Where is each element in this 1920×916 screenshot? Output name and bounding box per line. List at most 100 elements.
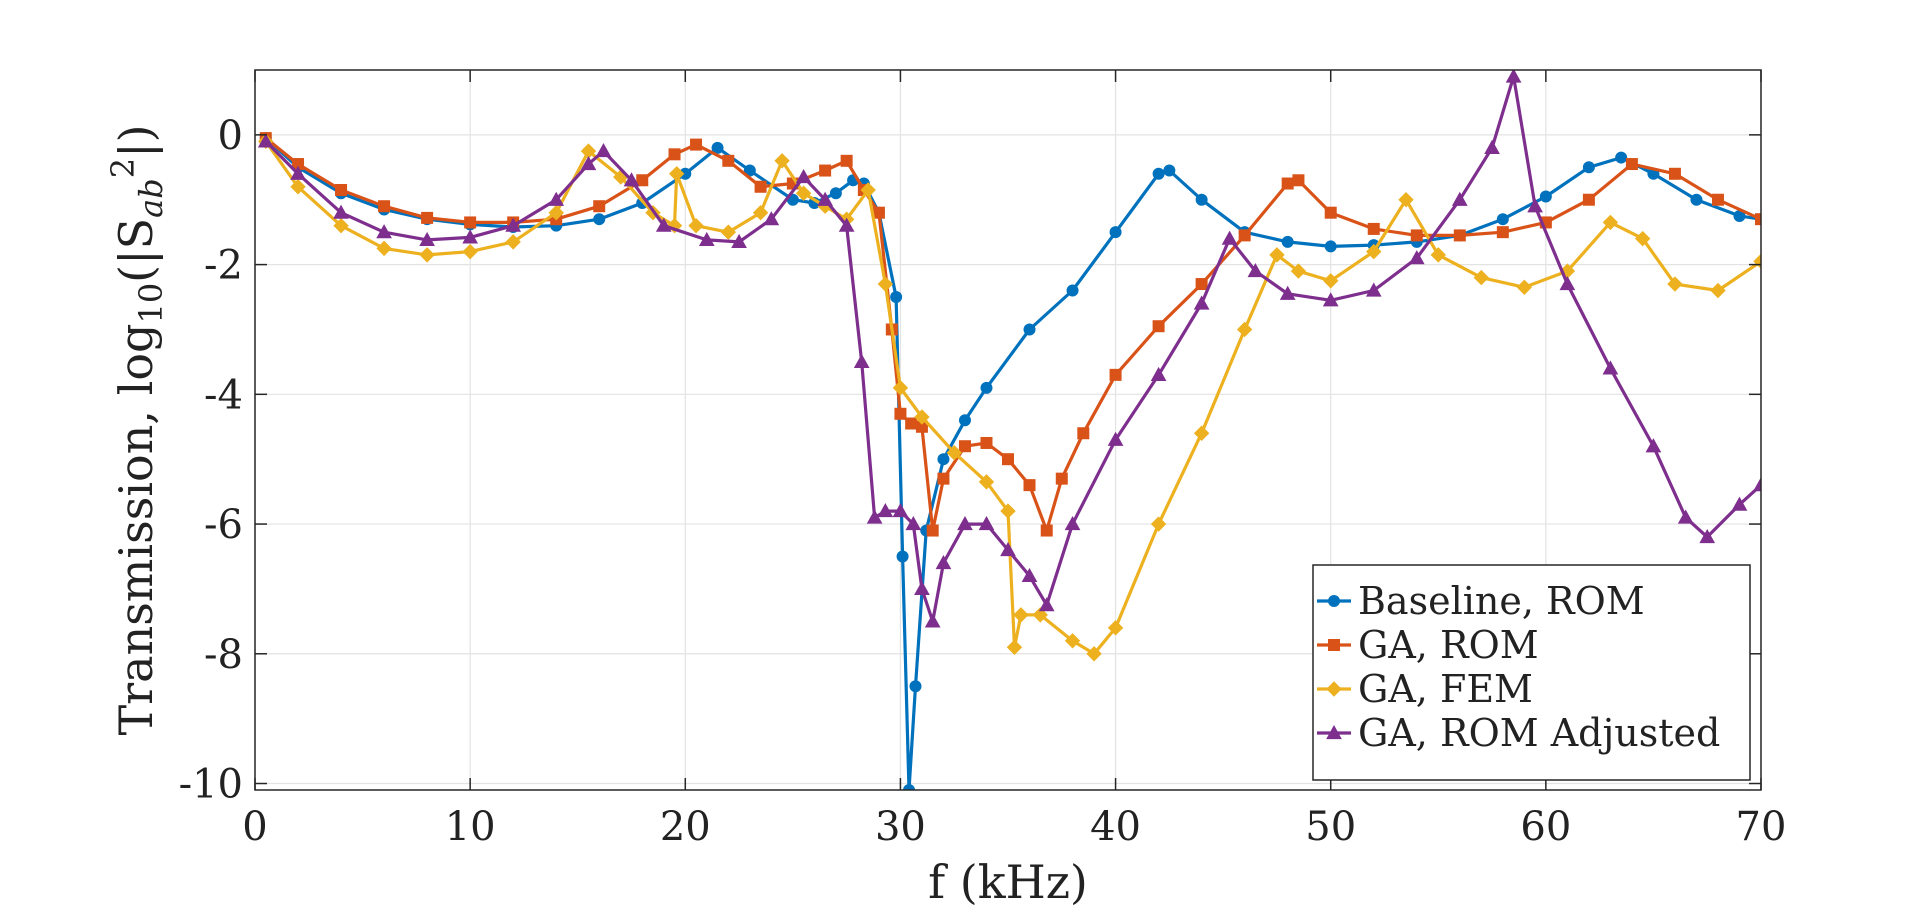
- x-axis-label: f (kHz): [928, 855, 1088, 909]
- x-tick-label: 20: [660, 804, 711, 850]
- data-point: [1150, 366, 1167, 381]
- data-point: [896, 550, 909, 563]
- data-point: [937, 472, 950, 485]
- data-point: [774, 153, 790, 169]
- data-point: [1324, 240, 1337, 253]
- data-point: [754, 180, 767, 193]
- x-tick-label: 70: [1736, 804, 1787, 850]
- data-point: [722, 154, 735, 167]
- data-point: [958, 440, 971, 453]
- data-point: [421, 211, 434, 224]
- data-point: [1021, 567, 1038, 583]
- data-point: [655, 217, 672, 232]
- legend-entry: GA, ROM Adjusted: [1358, 711, 1720, 755]
- data-point: [978, 474, 995, 490]
- data-point: [548, 191, 565, 206]
- y-tick-label: -6: [204, 502, 243, 548]
- data-point: [980, 436, 993, 449]
- data-point: [1366, 243, 1382, 260]
- data-point: [593, 213, 606, 226]
- data-point: [290, 165, 306, 180]
- data-point: [464, 216, 477, 229]
- y-tick-labels: 0 -2 -4 -6 -8 -10: [179, 113, 243, 808]
- data-point: [623, 172, 640, 187]
- data-point: [1615, 151, 1628, 164]
- data-point: [1006, 639, 1023, 656]
- data-point: [1023, 479, 1036, 492]
- data-point: [903, 784, 916, 790]
- data-point: [1038, 597, 1055, 612]
- data-point: [1055, 472, 1068, 485]
- data-point: [1559, 276, 1576, 291]
- data-point: [1086, 646, 1102, 662]
- data-point: [819, 164, 832, 177]
- data-point: [333, 217, 349, 234]
- y-tick-label: -10: [179, 762, 243, 808]
- data-point: [462, 243, 478, 260]
- legend-marker: [1326, 681, 1342, 697]
- data-point: [1195, 193, 1208, 206]
- legend-entry: GA, FEM: [1358, 667, 1533, 711]
- data-point: [914, 580, 930, 596]
- data-point: [1107, 431, 1124, 446]
- data-point: [1582, 193, 1595, 206]
- data-point: [548, 204, 564, 221]
- data-point: [1527, 198, 1543, 213]
- ticks: [254, 70, 1762, 790]
- data-point: [290, 179, 306, 195]
- data-point: [1002, 453, 1014, 466]
- legend-marker: [1326, 724, 1342, 740]
- data-point: [914, 409, 930, 425]
- data-point: [690, 138, 703, 151]
- data-point: [937, 453, 950, 466]
- data-point: [978, 516, 995, 531]
- data-point: [1367, 222, 1380, 235]
- x-tick-label: 30: [875, 804, 926, 850]
- data-point: [593, 200, 606, 213]
- data-point: [860, 182, 876, 198]
- data-point: [905, 516, 922, 531]
- data-point: [668, 148, 681, 161]
- data-point: [926, 524, 939, 537]
- data-point: [1150, 516, 1167, 532]
- y-tick-label: -2: [204, 243, 243, 289]
- data-point: [892, 503, 909, 518]
- data-point: [1290, 263, 1307, 279]
- data-point: [1484, 139, 1500, 154]
- data-point: [1408, 250, 1425, 265]
- data-point: [1077, 427, 1090, 440]
- data-point: [333, 204, 349, 219]
- series-layer: [257, 70, 1761, 790]
- data-point: [1163, 164, 1176, 177]
- data-point: [1281, 235, 1294, 248]
- data-point: [1602, 360, 1619, 375]
- data-point: [853, 353, 870, 368]
- x-tick-label: 40: [1090, 804, 1141, 850]
- data-point: [892, 380, 909, 396]
- data-point: [890, 291, 903, 304]
- data-point: [257, 133, 274, 148]
- data-point: [505, 234, 521, 250]
- data-point: [1109, 368, 1122, 381]
- data-point: [698, 231, 715, 247]
- data-point: [877, 503, 894, 518]
- data-point: [1107, 620, 1124, 636]
- data-point: [795, 168, 812, 184]
- data-point: [1281, 177, 1294, 190]
- x-tick-label: 60: [1520, 804, 1571, 850]
- data-point: [752, 204, 769, 221]
- data-point: [1023, 323, 1036, 336]
- data-point: [1710, 282, 1726, 299]
- data-point: [335, 184, 348, 196]
- data-point: [1505, 70, 1522, 83]
- legend-box: [1312, 564, 1751, 781]
- data-point: [1539, 190, 1552, 203]
- data-point: [1625, 158, 1638, 171]
- data-point: [688, 217, 704, 234]
- data-point: [1238, 229, 1251, 242]
- data-point: [1195, 278, 1208, 291]
- data-point: [905, 417, 918, 430]
- data-point: [1753, 477, 1761, 492]
- legend-entry: Baseline, ROM: [1358, 579, 1645, 623]
- data-point: [1516, 279, 1533, 296]
